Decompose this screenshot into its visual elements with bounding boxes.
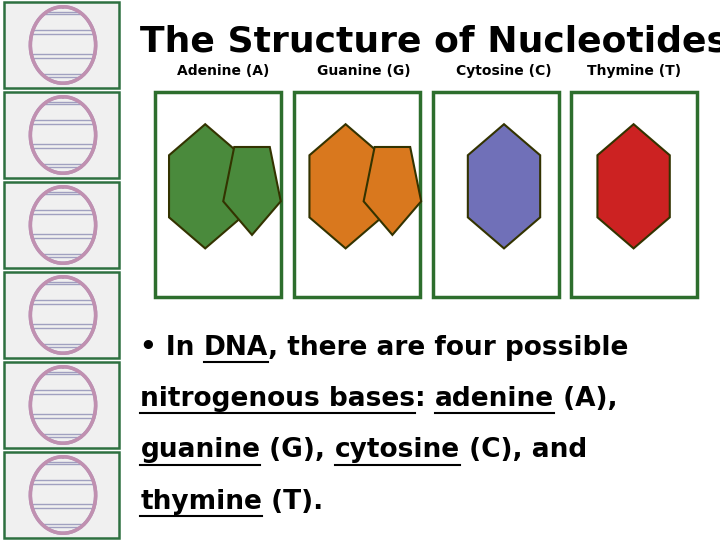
Text: cytosine: cytosine xyxy=(335,437,459,463)
Text: (C), and: (C), and xyxy=(459,437,587,463)
Text: adenine: adenine xyxy=(435,386,554,412)
Polygon shape xyxy=(169,124,241,248)
Bar xyxy=(4,92,119,178)
Text: The Structure of Nucleotides: The Structure of Nucleotides xyxy=(140,24,720,58)
Text: Guanine (G): Guanine (G) xyxy=(317,64,410,78)
Text: guanine: guanine xyxy=(140,437,261,463)
Text: :: : xyxy=(415,386,435,412)
Bar xyxy=(571,92,697,297)
Polygon shape xyxy=(223,147,281,235)
Polygon shape xyxy=(364,147,421,235)
Bar xyxy=(433,92,559,297)
Polygon shape xyxy=(468,124,540,248)
Polygon shape xyxy=(598,124,670,248)
Text: (G),: (G), xyxy=(261,437,335,463)
Bar xyxy=(4,362,119,448)
Text: DNA: DNA xyxy=(204,335,268,361)
Text: , there are four possible: , there are four possible xyxy=(268,335,629,361)
Text: thymine: thymine xyxy=(140,489,262,515)
Text: Adenine (A): Adenine (A) xyxy=(177,64,269,78)
Text: (A),: (A), xyxy=(554,386,618,412)
Text: Cytosine (C): Cytosine (C) xyxy=(456,64,552,78)
Text: Thymine (T): Thymine (T) xyxy=(587,64,680,78)
Bar xyxy=(155,92,281,297)
Bar xyxy=(4,451,119,538)
Text: (T).: (T). xyxy=(262,489,323,515)
Text: • In: • In xyxy=(140,335,204,361)
Bar xyxy=(4,2,119,89)
Bar xyxy=(294,92,420,297)
Bar xyxy=(4,181,119,268)
Bar xyxy=(4,272,119,359)
Text: nitrogenous bases: nitrogenous bases xyxy=(140,386,415,412)
Polygon shape xyxy=(310,124,382,248)
